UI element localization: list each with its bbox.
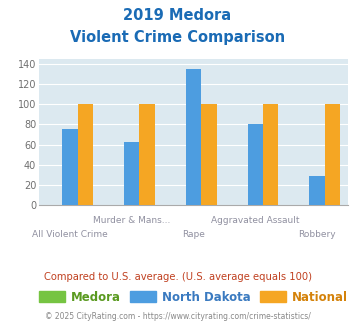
Text: Compared to U.S. average. (U.S. average equals 100): Compared to U.S. average. (U.S. average … (44, 272, 311, 282)
Text: © 2025 CityRating.com - https://www.cityrating.com/crime-statistics/: © 2025 CityRating.com - https://www.city… (45, 312, 310, 321)
Bar (325, 105, 340, 205)
Bar (140, 105, 155, 205)
Text: Rape: Rape (182, 230, 205, 239)
Bar (124, 142, 140, 205)
Bar (186, 69, 201, 205)
Text: All Violent Crime: All Violent Crime (32, 230, 108, 239)
Bar (201, 105, 217, 205)
Text: Murder & Mans...: Murder & Mans... (93, 216, 170, 225)
Bar (309, 176, 325, 205)
Legend: Medora, North Dakota, National: Medora, North Dakota, National (34, 286, 353, 309)
Text: 2019 Medora: 2019 Medora (124, 8, 231, 23)
Bar (263, 105, 278, 205)
Text: Violent Crime Comparison: Violent Crime Comparison (70, 30, 285, 45)
Bar (62, 129, 78, 205)
Bar (247, 124, 263, 205)
Text: Robbery: Robbery (298, 230, 336, 239)
Text: Aggravated Assault: Aggravated Assault (211, 216, 300, 225)
Bar (78, 105, 93, 205)
